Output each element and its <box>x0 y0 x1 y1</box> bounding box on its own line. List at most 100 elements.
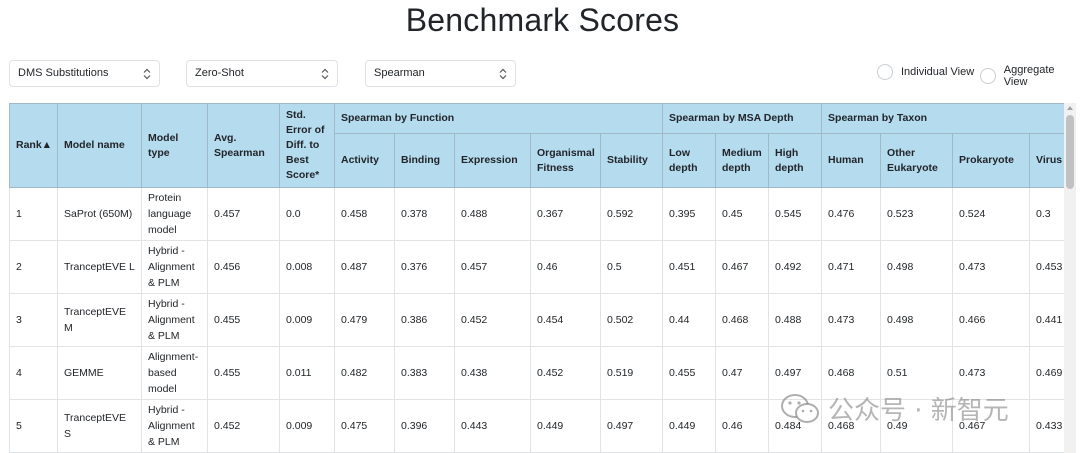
header-low-depth[interactable]: Low depth <box>662 133 717 188</box>
table-row: 2 TranceptEVE L Hybrid - Alignment & PLM… <box>9 240 1064 294</box>
cell-std: 0.0 <box>279 187 335 241</box>
cell-rank: 1 <box>9 187 58 241</box>
cell-avg: 0.456 <box>207 240 280 294</box>
cell-virus: 0.3 <box>1029 187 1064 241</box>
cell-other-eukaryote: 0.523 <box>880 187 954 241</box>
cell-rank: 4 <box>9 346 58 400</box>
cell-virus: 0.441 <box>1029 293 1064 347</box>
table-row: 1 SaProt (650M) Protein language model 0… <box>9 187 1064 241</box>
cell-avg: 0.452 <box>207 399 280 453</box>
aggregate-view-label: Aggregate View <box>1003 64 1055 88</box>
cell-std: 0.009 <box>279 399 335 453</box>
cell-activity: 0.482 <box>334 346 395 400</box>
cell-std: 0.008 <box>279 240 335 294</box>
header-prokaryote[interactable]: Prokaryote <box>952 133 1031 188</box>
cell-stability: 0.592 <box>599 187 664 241</box>
dataset-select[interactable]: DMS Substitutions <box>9 60 160 87</box>
cell-binding: 0.378 <box>394 187 455 241</box>
cell-expression: 0.488 <box>454 187 531 241</box>
cell-prokaryote: 0.467 <box>952 399 1031 453</box>
cell-activity: 0.487 <box>334 240 395 294</box>
cell-expression: 0.452 <box>454 293 531 347</box>
header-group-msa-depth: Spearman by MSA Depth <box>662 103 823 134</box>
cell-virus: 0.469 <box>1029 346 1064 400</box>
cell-rank: 5 <box>9 399 58 453</box>
cell-avg: 0.455 <box>207 293 280 347</box>
header-human[interactable]: Human <box>821 133 882 188</box>
metric-select[interactable]: Spearman <box>365 60 516 87</box>
cell-prokaryote: 0.466 <box>952 293 1031 347</box>
scrollbar-thumb[interactable] <box>1066 115 1074 189</box>
header-activity[interactable]: Activity <box>334 133 395 188</box>
cell-std: 0.009 <box>279 293 335 347</box>
cell-organismal: 0.454 <box>530 293 601 347</box>
header-organismal-fitness[interactable]: Organismal Fitness <box>530 133 601 188</box>
cell-high-depth: 0.545 <box>768 187 823 241</box>
cell-model-name: TranceptEVE M <box>57 293 142 347</box>
individual-view-option[interactable]: Individual View <box>877 64 974 80</box>
individual-view-label: Individual View <box>901 66 975 78</box>
header-std-error[interactable]: Std. Error of Diff. to Best Score* <box>279 103 335 188</box>
cell-std: 0.011 <box>279 346 335 400</box>
cell-stability: 0.502 <box>599 293 664 347</box>
cell-medium-depth: 0.47 <box>715 346 770 400</box>
header-stability[interactable]: Stability <box>599 133 664 188</box>
cell-rank: 3 <box>9 293 58 347</box>
header-virus[interactable]: Virus <box>1029 133 1064 188</box>
header-rank[interactable]: Rank▲ <box>9 103 58 188</box>
cell-medium-depth: 0.468 <box>715 293 770 347</box>
header-other-eukaryote[interactable]: Other Eukaryote <box>880 133 954 188</box>
cell-activity: 0.479 <box>334 293 395 347</box>
individual-view-radio[interactable] <box>877 64 893 80</box>
cell-low-depth: 0.449 <box>662 399 717 453</box>
header-medium-depth[interactable]: Medium depth <box>715 133 770 188</box>
table-row: 3 TranceptEVE M Hybrid - Alignment & PLM… <box>9 293 1064 347</box>
header-high-depth[interactable]: High depth <box>768 133 823 188</box>
header-expression[interactable]: Expression <box>454 133 531 188</box>
cell-stability: 0.519 <box>599 346 664 400</box>
scroll-up-arrow-icon[interactable] <box>1067 106 1073 110</box>
setting-select[interactable]: Zero-Shot <box>186 60 338 87</box>
aggregate-view-radio[interactable] <box>980 68 996 84</box>
setting-select-value: Zero-Shot <box>195 67 244 79</box>
header-model-name[interactable]: Model name <box>57 103 142 188</box>
header-model-type[interactable]: Model type <box>141 103 208 188</box>
page-title: Benchmark Scores <box>405 2 680 38</box>
cell-model-name: GEMME <box>57 346 142 400</box>
header-group-taxon: Spearman by Taxon <box>821 103 1064 134</box>
cell-high-depth: 0.488 <box>768 293 823 347</box>
benchmark-table-container: Rank▲ Model name Model type Avg. Spearma… <box>9 103 1064 453</box>
cell-stability: 0.5 <box>599 240 664 294</box>
cell-organismal: 0.452 <box>530 346 601 400</box>
cell-avg: 0.455 <box>207 346 280 400</box>
cell-stability: 0.497 <box>599 399 664 453</box>
cell-medium-depth: 0.46 <box>715 399 770 453</box>
metric-select-value: Spearman <box>374 67 425 79</box>
chevron-updown-icon <box>143 68 151 80</box>
wechat-icon <box>781 393 819 423</box>
cell-low-depth: 0.451 <box>662 240 717 294</box>
cell-low-depth: 0.455 <box>662 346 717 400</box>
cell-model-type: Protein language model <box>141 187 208 241</box>
cell-prokaryote: 0.524 <box>952 187 1031 241</box>
cell-organismal: 0.449 <box>530 399 601 453</box>
cell-expression: 0.443 <box>454 399 531 453</box>
table-scrollbar[interactable] <box>1064 103 1076 453</box>
cell-organismal: 0.367 <box>530 187 601 241</box>
header-binding[interactable]: Binding <box>394 133 455 188</box>
aggregate-view-option[interactable]: Aggregate View <box>980 64 1080 88</box>
cell-other-eukaryote: 0.498 <box>880 293 954 347</box>
cell-organismal: 0.46 <box>530 240 601 294</box>
header-avg-spearman[interactable]: Avg. Spearman <box>207 103 280 188</box>
cell-rank: 2 <box>9 240 58 294</box>
benchmark-table: Rank▲ Model name Model type Avg. Spearma… <box>9 103 1064 453</box>
cell-activity: 0.458 <box>334 187 395 241</box>
cell-model-type: Hybrid - Alignment & PLM <box>141 293 208 347</box>
watermark: 公众号 · 新智元 <box>780 390 1009 427</box>
chevron-updown-icon <box>499 68 507 80</box>
chevron-updown-icon <box>321 68 329 80</box>
cell-model-type: Hybrid - Alignment & PLM <box>141 240 208 294</box>
cell-human: 0.476 <box>821 187 882 241</box>
cell-human: 0.468 <box>821 346 882 400</box>
cell-binding: 0.396 <box>394 399 455 453</box>
